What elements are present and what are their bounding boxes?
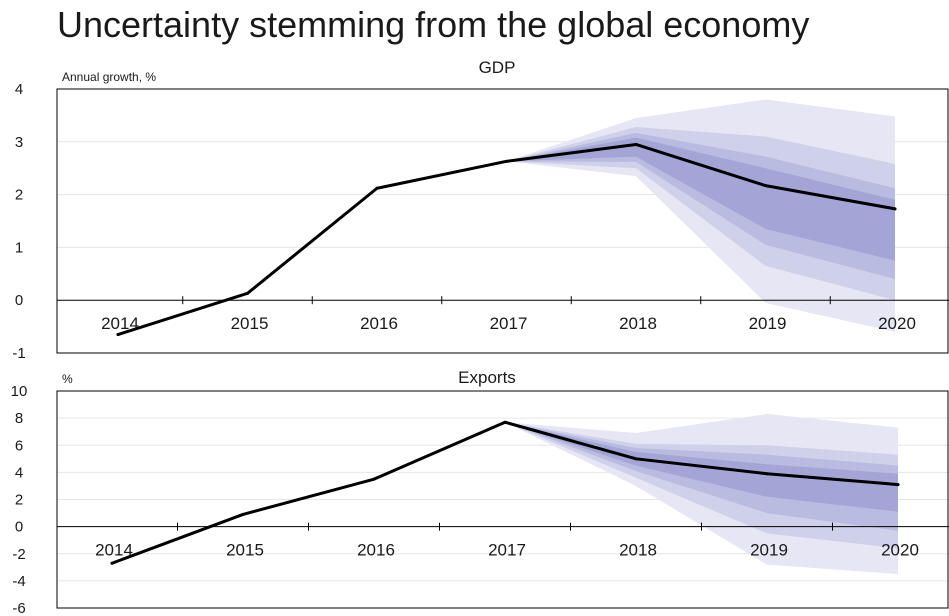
gdp-data-point (764, 184, 767, 188)
exports-y-tick-label: 6 (15, 437, 23, 454)
gdp-fan-band-3 (506, 132, 895, 280)
exports-y-axis-label: % (62, 372, 73, 386)
gdp-plot-frame (56, 88, 949, 354)
gdp-category-label: 2015 (231, 314, 269, 333)
exports-data-point (634, 457, 638, 461)
exports-y-tick-label: 10 (11, 383, 28, 400)
exports-chart-title: Exports (458, 368, 516, 387)
exports-data-point (372, 477, 376, 481)
exports-data-point (896, 483, 900, 487)
gdp-y-tick-label: -1 (12, 345, 25, 362)
exports-category-label: 2020 (881, 541, 919, 560)
exports-y-tick-label: 8 (15, 410, 23, 427)
exports-data-point (765, 472, 769, 476)
exports-y-tick-label: -4 (12, 573, 25, 590)
exports-category-label: 2019 (750, 541, 788, 560)
exports-y-tick-label: 4 (15, 464, 23, 481)
gdp-category-label: 2018 (619, 314, 657, 333)
exports-data-point (241, 512, 245, 516)
gdp-data-point (505, 159, 508, 163)
gdp-category-label: 2017 (490, 314, 528, 333)
gdp-category-label: 2019 (749, 314, 787, 333)
exports-y-tick-label: -2 (12, 546, 25, 563)
gdp-fan-band-4 (506, 137, 895, 261)
exports-data-point (110, 561, 114, 565)
exports-category-label: 2014 (95, 541, 133, 560)
gdp-category-label: 2014 (101, 314, 139, 333)
gdp-data-point (893, 207, 897, 211)
exports-chart: -6 -4 -2 0 2 4 6 8 10 2014 2015 2016 2017 2018 2019 202… (11, 368, 949, 616)
exports-category-label: 2016 (357, 541, 395, 560)
exports-y-tick-label: -6 (12, 600, 25, 616)
gdp-data-point (246, 291, 249, 295)
gdp-chart-title: GDP (479, 58, 516, 77)
exports-y-tick-label: 2 (15, 492, 23, 509)
exports-y-tick-label: 0 (15, 519, 23, 536)
exports-data-point (503, 420, 507, 424)
gdp-chart: -1 0 1 2 3 4 2014 2015 2016 2017 2018 2019 2020 GDP An… (12, 58, 949, 362)
gdp-data-point (375, 186, 379, 190)
exports-plot-frame (56, 390, 949, 609)
gdp-y-tick-label: 2 (15, 187, 23, 204)
gdp-y-tick-label: 1 (15, 239, 23, 256)
gdp-y-tick-label: 0 (15, 292, 23, 309)
gdp-category-label: 2020 (878, 314, 916, 333)
gdp-y-axis-label: Annual growth, % (62, 70, 156, 84)
exports-category-label: 2018 (619, 541, 657, 560)
exports-category-label: 2017 (488, 541, 526, 560)
gdp-category-label: 2016 (360, 314, 398, 333)
gdp-data-point (116, 333, 120, 337)
gdp-data-point (634, 142, 638, 146)
exports-category-label: 2015 (226, 541, 264, 560)
gdp-y-tick-label: 3 (15, 134, 23, 151)
gdp-y-tick-label: 4 (15, 81, 23, 98)
page-title: Uncertainty stemming from the global eco… (57, 4, 810, 45)
